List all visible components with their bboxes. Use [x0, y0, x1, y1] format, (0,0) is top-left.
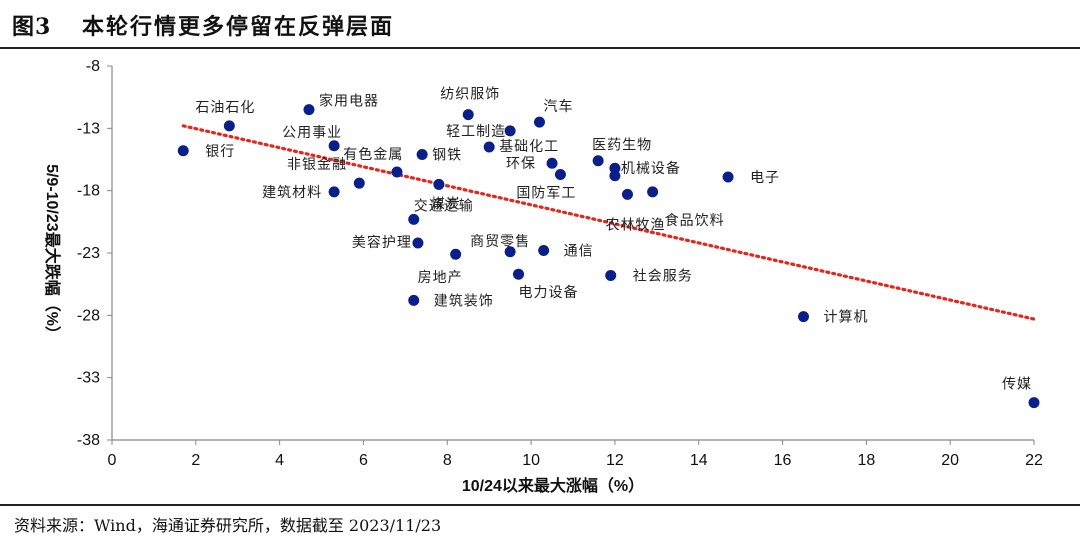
point-label: 交通运输	[414, 197, 474, 214]
data-point	[433, 179, 444, 190]
point-label: 电力设备	[519, 284, 579, 301]
point-label: 食品饮料	[665, 212, 725, 229]
data-point	[513, 269, 524, 280]
x-tick-label: 0	[108, 452, 117, 469]
figure-title: 本轮行情更多停留在反弹层面	[82, 9, 394, 41]
top-rule	[0, 47, 1080, 49]
point-label: 传媒	[1002, 377, 1032, 393]
figure-header: 图3 本轮行情更多停留在反弹层面	[0, 0, 1080, 50]
point-label: 国防军工	[516, 185, 576, 201]
point-label: 建筑材料	[262, 185, 322, 201]
data-point	[1029, 397, 1040, 408]
data-point	[547, 158, 558, 169]
point-label: 建筑装饰	[434, 293, 494, 309]
x-tick-label: 10	[522, 452, 540, 469]
data-point	[605, 270, 616, 281]
data-point	[484, 142, 495, 153]
data-point	[408, 295, 419, 306]
point-label: 农林牧渔	[605, 217, 665, 233]
x-tick-label: 6	[359, 452, 368, 469]
x-tick-label: 16	[774, 452, 792, 469]
data-point	[593, 155, 604, 166]
point-label: 轻工制造	[446, 124, 506, 140]
scatter-chart: 0 2 4 6 8 10 12 14 16 18 20 22-8-13-18-23-28-33-38 …	[0, 50, 1080, 500]
point-label: 公用事业	[282, 125, 342, 141]
point-label: 石油石化	[195, 100, 255, 116]
data-point	[178, 145, 189, 156]
point-label: 美容护理	[352, 234, 412, 251]
point-label: 房地产	[418, 270, 463, 286]
x-tick-label: 22	[1025, 452, 1043, 469]
point-label: 有色金属	[343, 146, 403, 163]
point-label: 通信	[564, 244, 594, 260]
point-label: 非银金融	[287, 157, 347, 173]
point-label: 汽车	[543, 98, 573, 115]
point-label: 社会服务	[633, 268, 693, 284]
y-tick-label: -33	[77, 370, 100, 387]
data-point	[303, 104, 314, 115]
data-point	[723, 171, 734, 182]
data-point	[408, 214, 419, 225]
point-label: 钢铁	[432, 148, 462, 164]
x-axis-title: 10/24以来最大涨幅（%）	[462, 476, 644, 495]
figure-number: 图3	[12, 9, 51, 41]
point-label: 纺织服饰	[440, 87, 500, 103]
x-tick-label: 4	[275, 452, 284, 469]
axes: 0 2 4 6 8 10 12 14 16 18 20 22 -8 -13 -18 -23 -28 -33 -38	[77, 58, 1043, 469]
point-label: 计算机	[824, 310, 869, 326]
data-point	[450, 249, 461, 260]
y-tick-label: -13	[77, 120, 100, 137]
y-tick-label: -38	[77, 432, 100, 449]
data-point	[505, 125, 516, 136]
data-point	[224, 120, 235, 131]
y-tick-label: -8	[86, 58, 100, 75]
data-point	[609, 170, 620, 181]
data-point	[391, 166, 402, 177]
data-point	[412, 238, 423, 249]
x-tick-label: 14	[690, 452, 708, 469]
point-label: 机械设备	[621, 160, 681, 177]
data-point	[329, 140, 340, 151]
data-point	[463, 109, 474, 120]
x-tick-label: 8	[443, 452, 452, 469]
data-point	[417, 149, 428, 160]
x-tick-label: 12	[606, 452, 624, 469]
y-axis-title: 5/9-10/23最大跌幅（%）	[43, 164, 62, 342]
point-label: 商贸零售	[470, 234, 530, 250]
x-tick-label: 18	[857, 452, 875, 469]
data-point	[647, 186, 658, 197]
data-point	[555, 169, 566, 180]
data-point	[622, 189, 633, 200]
y-tick-label: -18	[77, 183, 100, 200]
data-point	[329, 186, 340, 197]
data-point	[354, 178, 365, 189]
point-label: 家用电器	[319, 93, 379, 110]
x-tick-label: 2	[191, 452, 200, 469]
point-label: 银行	[205, 144, 235, 160]
data-point	[538, 245, 549, 256]
data-point	[534, 117, 545, 128]
x-tick-label: 20	[941, 452, 959, 469]
point-label: 基础化工	[499, 138, 559, 155]
data-point	[798, 311, 809, 322]
source-note: 资料来源：Wind，海通证券研究所，数据截至 2023/11/23	[14, 512, 441, 536]
point-label: 电子	[750, 170, 780, 186]
bottom-rule	[0, 504, 1080, 506]
point-label: 医药生物	[592, 138, 652, 154]
y-tick-label: -23	[77, 245, 100, 262]
point-label: 环保	[506, 156, 536, 172]
y-tick-label: -28	[77, 307, 100, 324]
